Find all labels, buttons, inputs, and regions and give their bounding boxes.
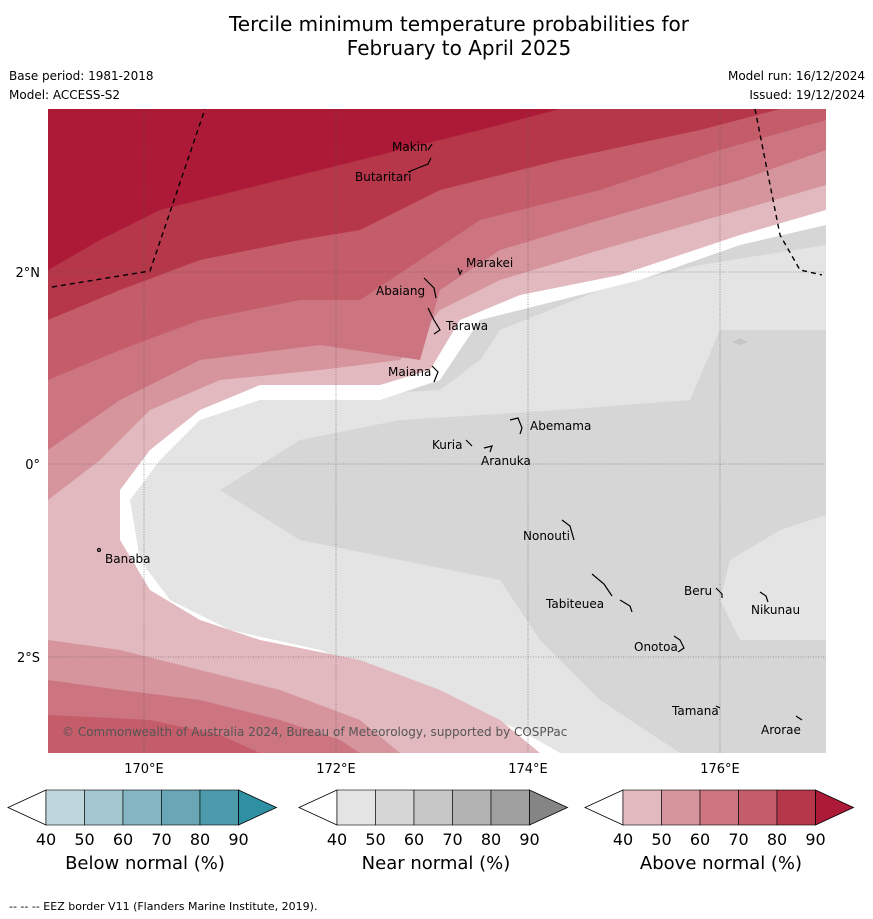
eez-border [51, 108, 823, 288]
colorbar-segment [122, 789, 162, 826]
near-normal-40-50-zone [48, 245, 826, 753]
label-onotoa: Onotoa [634, 640, 678, 654]
colorbar-extend-high [815, 789, 855, 826]
island-shapes [96, 143, 803, 721]
label-tabiteuea: Tabiteuea [545, 597, 604, 611]
issued-date: Issued: 19/12/2024 [749, 88, 865, 102]
colorbar-segment [699, 789, 739, 826]
copyright-notice: © Commonwealth of Australia 2024, Bureau… [62, 725, 567, 739]
lat-label: 0° [25, 458, 40, 473]
label-tarawa: Tarawa [445, 319, 488, 333]
label-banaba: Banaba [105, 552, 151, 566]
label-marakei: Marakei [466, 256, 513, 270]
colorbar-segment [738, 789, 778, 826]
lon-label: 174°E [508, 762, 548, 777]
colorbar-tick-label: 60 [690, 830, 710, 849]
colorbar-tick-label: 90 [805, 830, 825, 849]
colorbar-tick-label: 70 [728, 830, 748, 849]
lat-axis-labels: 2°N 0° 2°S [16, 266, 41, 666]
colorbar-tick-label: 60 [404, 830, 424, 849]
label-abaiang: Abaiang [376, 284, 425, 298]
colorbar-tick-label: 80 [767, 830, 787, 849]
above-normal-90-plus-zone [48, 109, 560, 270]
label-butaritari: Butaritari [355, 170, 412, 184]
colorbar-segment [45, 789, 85, 826]
above-normal-70-80-south [48, 715, 260, 753]
colorbar-segment [199, 789, 239, 826]
model-run: Model run: 16/12/2024 [727, 69, 865, 83]
colorbar-above: 40 50 60 70 80 90 [584, 789, 855, 849]
colorbar-segment [776, 789, 816, 826]
colorbar-near: 40 50 60 70 80 90 [298, 789, 569, 849]
colorbar-tick-label: 90 [228, 830, 248, 849]
lon-axis-labels: 170°E 172°E 174°E 176°E [124, 762, 740, 777]
colorbar-title-below: Below normal (%) [65, 853, 225, 874]
colorbar-tick-label: 70 [151, 830, 171, 849]
eez-footnote: -- -- -- EEZ border V11 (Flanders Marine… [9, 900, 318, 913]
colorbar-extend-low [584, 789, 624, 826]
colorbar-segment [490, 789, 530, 826]
colorbar-below: 40 50 60 70 80 90 [7, 789, 278, 849]
model-name: Model: ACCESS-S2 [9, 88, 121, 102]
colorbar-segment [413, 789, 453, 826]
colorbars: 40 50 60 70 80 90 40 50 60 70 80 90 40 50 60 70 80 90 [7, 789, 855, 849]
colorbar-tick-label: 70 [442, 830, 462, 849]
near-normal-40-50-east [720, 515, 826, 640]
colorbar-tick-label: 50 [74, 830, 94, 849]
colorbar-title-near: Near normal (%) [361, 853, 511, 874]
colorbar-tick-label: 80 [481, 830, 501, 849]
label-maiana: Maiana [388, 365, 431, 379]
label-abemama: Abemama [530, 419, 591, 433]
island-labels: Makin Butaritari Marakei Abaiang Tarawa … [105, 140, 801, 737]
colorbar-segment [452, 789, 492, 826]
colorbar-extend-high [529, 789, 569, 826]
label-nonouti: Nonouti [523, 529, 570, 543]
meta-right: Model run: 16/12/2024 Issued: 19/12/2024 [728, 68, 865, 103]
label-tamana: Tamana [671, 704, 719, 718]
colorbar-segment [375, 789, 415, 826]
label-aranuka: Aranuka [481, 454, 531, 468]
colorbar-segment [622, 789, 662, 826]
title-line-2: February to April 2025 [346, 36, 572, 60]
colorbar-tick-label: 90 [519, 830, 539, 849]
colorbar-title-above: Above normal (%) [639, 853, 803, 874]
label-arorae: Arorae [761, 723, 801, 737]
colorbar-segment [661, 789, 701, 826]
colorbar-tick-label: 50 [651, 830, 671, 849]
colorbar-extend-low [7, 789, 47, 826]
colorbar-segment [84, 789, 124, 826]
base-period: Base period: 1981-2018 [9, 69, 154, 83]
lon-label: 176°E [700, 762, 740, 777]
colorbar-tick-label: 50 [365, 830, 385, 849]
colorbar-tick-label: 40 [36, 830, 56, 849]
map-field [48, 109, 826, 753]
label-beru: Beru [684, 584, 712, 598]
colorbar-tick-label: 60 [113, 830, 133, 849]
lon-label: 170°E [124, 762, 164, 777]
lat-label: 2°S [17, 651, 40, 666]
label-makin: Makin [392, 140, 428, 154]
colorbar-extend-low [298, 789, 338, 826]
colorbar-segment [336, 789, 376, 826]
colorbar-segment [161, 789, 201, 826]
colorbar-tick-label: 40 [613, 830, 633, 849]
gridlines [48, 109, 826, 753]
label-nikunau: Nikunau [751, 603, 800, 617]
colorbar-extend-high [238, 789, 278, 826]
map-title: Tercile minimum temperature probabilitie… [0, 12, 873, 60]
label-kuria: Kuria [432, 438, 463, 452]
lat-label: 2°N [16, 266, 41, 281]
colorbar-tick-label: 40 [327, 830, 347, 849]
lon-label: 172°E [316, 762, 356, 777]
colorbar-tick-label: 80 [190, 830, 210, 849]
meta-left: Base period: 1981-2018 Model: ACCESS-S2 [9, 68, 154, 103]
title-line-1: Tercile minimum temperature probabilitie… [228, 12, 690, 36]
